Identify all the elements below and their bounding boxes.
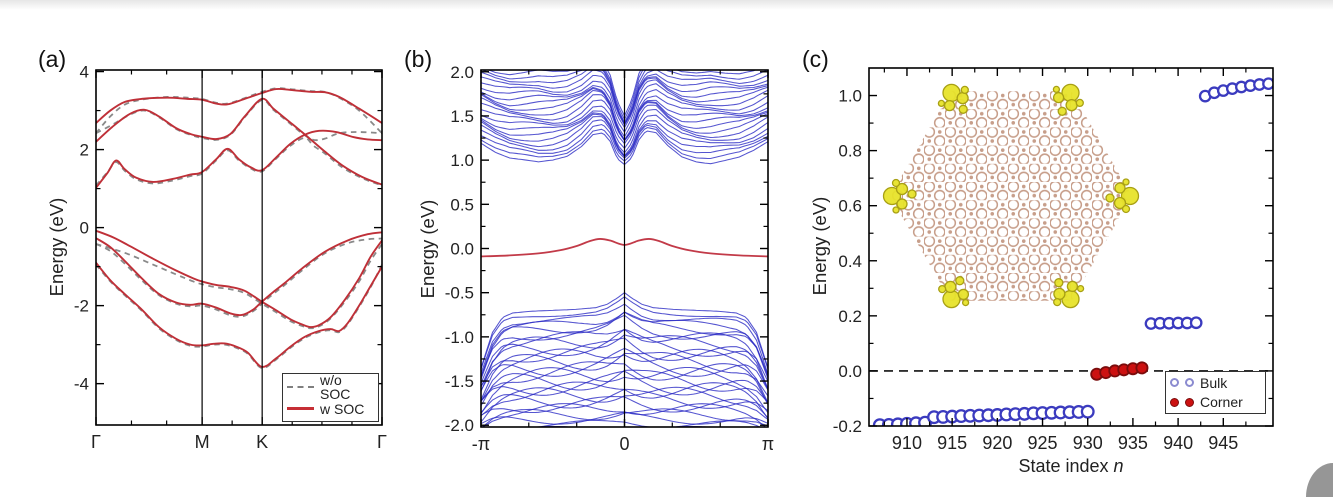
hexagonal-flake-inset [882, 83, 1140, 309]
legend-row-corner: Corner [1170, 394, 1261, 412]
legend-row-wo-soc: w/o SOC [287, 373, 374, 401]
panel-b-ylabel: Energy (eV) [417, 199, 438, 299]
band-wo-soc [96, 237, 382, 318]
corner-state-point [1135, 361, 1149, 375]
panel-b-axes: 2.0 1.5 1.0 0.5 0.0 -0.5 -1.0 -1.5 -2.0-π 0 π [445, 63, 775, 454]
svg-text:-4: -4 [74, 375, 89, 394]
open-circle-icon [1185, 378, 1194, 388]
corner-charge-blob [882, 178, 917, 214]
svg-text:0.0: 0.0 [450, 240, 474, 259]
honeycomb-lattice [890, 91, 1132, 301]
svg-text:1.5: 1.5 [450, 107, 474, 126]
solid-line-swatch [287, 407, 314, 410]
corner-charge-blob [1052, 83, 1084, 116]
svg-text:-1.5: -1.5 [445, 372, 474, 391]
svg-text:0.4: 0.4 [838, 252, 862, 271]
svg-text:2.0: 2.0 [450, 63, 474, 82]
svg-text:-π: -π [472, 434, 490, 454]
panel-a-ylabel: Energy (eV) [46, 197, 67, 297]
svg-text:4: 4 [80, 63, 89, 82]
bulk-state-point [1080, 404, 1095, 419]
open-circle-icon [1170, 378, 1179, 388]
svg-text:-1.0: -1.0 [445, 328, 474, 347]
svg-text:Γ: Γ [91, 432, 101, 452]
panel-c-legend: Bulk Corner [1165, 371, 1266, 414]
bulk-state-point [1262, 77, 1273, 91]
corner-charge-blob [938, 276, 970, 309]
svg-text:π: π [762, 434, 774, 454]
panel-c-letter: (c) [802, 46, 829, 72]
filled-circle-icon [1170, 397, 1179, 407]
svg-text:Γ: Γ [377, 432, 387, 452]
band-w-soc [96, 262, 382, 368]
panel-c-xlabel-n: n [1113, 456, 1124, 476]
svg-text:-0.2: -0.2 [833, 417, 862, 436]
band-wo-soc [96, 136, 382, 187]
legend-row-w-soc: w SOC [287, 399, 374, 419]
panel-b-letter: (b) [404, 46, 433, 72]
panel-a-letter: (a) [38, 46, 67, 72]
band-w-soc [96, 97, 382, 186]
svg-text:0.2: 0.2 [838, 307, 862, 326]
bulk-state-point [1189, 316, 1203, 330]
svg-text:-0.5: -0.5 [445, 284, 474, 303]
band-wo-soc [96, 264, 382, 369]
legend-label-bulk: Bulk [1200, 374, 1228, 391]
svg-text:940: 940 [1163, 433, 1193, 453]
band-wo-soc [96, 243, 382, 330]
svg-text:-2: -2 [74, 297, 89, 316]
filled-circle-icon [1185, 397, 1194, 407]
svg-text:-2.0: -2.0 [445, 416, 474, 435]
svg-text:935: 935 [1118, 433, 1148, 453]
svg-text:930: 930 [1073, 433, 1103, 453]
panel-c-plot: 1.0 0.8 0.6 0.4 0.2 0.0 -0.2 910 915 920 925 930 935… [833, 67, 1274, 453]
svg-text:0: 0 [80, 219, 89, 238]
svg-text:1.0: 1.0 [838, 87, 862, 106]
panel-c-xlabel: State index n [1018, 456, 1123, 477]
panel-a-axes: 4 2 0 -2 -4 Γ M K Γ [74, 63, 387, 452]
svg-text:910: 910 [892, 433, 922, 453]
top-edge-shading [0, 0, 1333, 10]
band-w-soc [96, 129, 382, 189]
band-w-soc [96, 88, 382, 124]
svg-text:M: M [195, 432, 210, 452]
legend-label-wo-soc: w/o SOC [320, 371, 351, 402]
dashed-line-swatch [287, 385, 314, 388]
legend-label-corner: Corner [1200, 394, 1243, 411]
panel-b-plot: 2.0 1.5 1.0 0.5 0.0 -0.5 -1.0 -1.5 -2.0-π 0 π [445, 63, 775, 454]
panel-c-xlabel-text: State index [1018, 456, 1114, 476]
band-wo-soc [96, 99, 382, 142]
panel-a-plot: 4 2 0 -2 -4 Γ M K Γ [74, 63, 387, 452]
band-w-soc [96, 231, 382, 317]
svg-text:0.5: 0.5 [450, 195, 474, 214]
svg-text:0.6: 0.6 [838, 197, 862, 216]
svg-text:1.0: 1.0 [450, 151, 474, 170]
svg-text:2: 2 [80, 141, 89, 160]
corner-charge-blob [1105, 178, 1140, 214]
svg-text:915: 915 [937, 433, 967, 453]
panel-c-ylabel: Energy (eV) [809, 196, 830, 296]
svg-text:0.0: 0.0 [838, 362, 862, 381]
legend-label-w-soc: w SOC [320, 400, 365, 417]
svg-text:945: 945 [1208, 433, 1238, 453]
legend-row-bulk: Bulk [1170, 374, 1261, 392]
panel-c-axes: 1.0 0.8 0.6 0.4 0.2 0.0 -0.2 910 915 920 925 930 935… [833, 67, 1274, 453]
corner-charge-blob [937, 83, 969, 114]
svg-text:920: 920 [982, 433, 1012, 453]
panel-a-legend: w/o SOC w SOC [282, 373, 379, 422]
svg-text:0: 0 [619, 434, 629, 454]
svg-text:K: K [256, 432, 268, 452]
corner-charge-blob [1053, 278, 1085, 309]
svg-text:925: 925 [1028, 433, 1058, 453]
svg-text:0.8: 0.8 [838, 142, 862, 161]
